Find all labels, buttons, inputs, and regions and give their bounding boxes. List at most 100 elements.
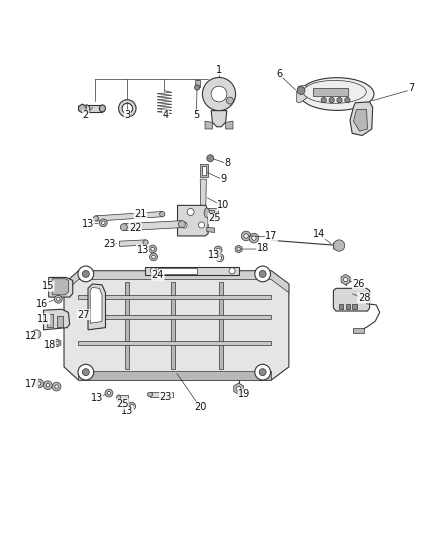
Circle shape (78, 364, 94, 380)
Polygon shape (119, 240, 146, 246)
Circle shape (218, 256, 222, 260)
Text: 8: 8 (225, 158, 231, 167)
Circle shape (255, 266, 271, 282)
Polygon shape (54, 339, 61, 347)
Circle shape (37, 382, 41, 385)
Polygon shape (90, 287, 102, 323)
Circle shape (211, 86, 227, 102)
Polygon shape (350, 102, 373, 135)
Circle shape (181, 222, 187, 228)
Text: 4: 4 (162, 110, 169, 120)
Text: 13: 13 (82, 219, 94, 229)
Ellipse shape (204, 208, 209, 217)
Circle shape (333, 240, 345, 251)
Circle shape (249, 233, 259, 243)
Text: 14: 14 (313, 229, 325, 239)
Circle shape (237, 247, 240, 251)
Polygon shape (43, 309, 70, 330)
Circle shape (105, 389, 113, 397)
Polygon shape (235, 245, 242, 253)
Circle shape (150, 268, 156, 274)
Circle shape (54, 295, 62, 303)
Text: 10: 10 (217, 200, 230, 211)
Ellipse shape (303, 80, 366, 103)
Circle shape (99, 219, 107, 227)
Ellipse shape (300, 78, 374, 110)
Text: 7: 7 (408, 83, 414, 93)
Circle shape (57, 297, 60, 301)
Polygon shape (211, 111, 227, 127)
Ellipse shape (84, 105, 90, 112)
Circle shape (122, 103, 133, 114)
Ellipse shape (159, 212, 165, 217)
Polygon shape (219, 282, 223, 369)
Circle shape (43, 381, 52, 390)
Circle shape (252, 236, 256, 240)
Text: 24: 24 (152, 270, 164, 280)
Circle shape (56, 341, 59, 344)
Polygon shape (207, 227, 215, 232)
Polygon shape (64, 271, 289, 293)
Polygon shape (125, 282, 130, 369)
Text: 22: 22 (129, 223, 141, 233)
Circle shape (149, 245, 156, 253)
Bar (339, 304, 343, 309)
Text: 15: 15 (42, 281, 54, 291)
Ellipse shape (143, 240, 148, 245)
Polygon shape (353, 328, 364, 333)
Circle shape (198, 222, 205, 228)
Text: 1: 1 (216, 65, 222, 75)
Circle shape (297, 87, 305, 94)
Polygon shape (177, 205, 208, 236)
Text: 16: 16 (36, 298, 48, 309)
Circle shape (337, 98, 342, 103)
Circle shape (128, 402, 136, 410)
Ellipse shape (99, 105, 106, 112)
Circle shape (216, 248, 220, 252)
Bar (150, 392, 173, 397)
Text: 13: 13 (121, 407, 134, 416)
Circle shape (207, 155, 214, 161)
Text: 17: 17 (265, 231, 278, 241)
Text: 20: 20 (194, 402, 207, 412)
Circle shape (46, 384, 49, 387)
Circle shape (152, 255, 155, 259)
Polygon shape (234, 383, 244, 394)
Circle shape (52, 382, 61, 391)
Circle shape (35, 379, 43, 388)
Polygon shape (96, 212, 162, 221)
Ellipse shape (117, 395, 121, 402)
Circle shape (241, 231, 251, 241)
Circle shape (150, 253, 157, 261)
Circle shape (216, 254, 224, 262)
Circle shape (82, 369, 89, 376)
Text: 25: 25 (208, 214, 221, 223)
Bar (158, 268, 197, 274)
Polygon shape (64, 271, 289, 380)
Text: 19: 19 (238, 389, 251, 399)
Circle shape (78, 266, 94, 282)
Polygon shape (297, 85, 306, 103)
Circle shape (202, 77, 236, 111)
Text: 3: 3 (124, 110, 131, 120)
Bar (200, 164, 208, 177)
Text: 27: 27 (78, 310, 90, 319)
Circle shape (187, 208, 194, 215)
Polygon shape (124, 221, 182, 231)
Circle shape (119, 100, 136, 117)
Polygon shape (87, 105, 102, 112)
Text: 18: 18 (257, 243, 269, 253)
Text: 26: 26 (353, 279, 365, 289)
Bar (352, 304, 357, 309)
Circle shape (244, 234, 248, 238)
Polygon shape (200, 179, 206, 223)
Circle shape (255, 364, 271, 380)
Circle shape (259, 270, 266, 277)
Circle shape (343, 278, 348, 282)
Polygon shape (226, 121, 233, 129)
Circle shape (214, 246, 222, 254)
Circle shape (229, 268, 235, 274)
Polygon shape (145, 266, 239, 275)
Text: 11: 11 (37, 314, 49, 324)
Text: 17: 17 (25, 378, 37, 389)
